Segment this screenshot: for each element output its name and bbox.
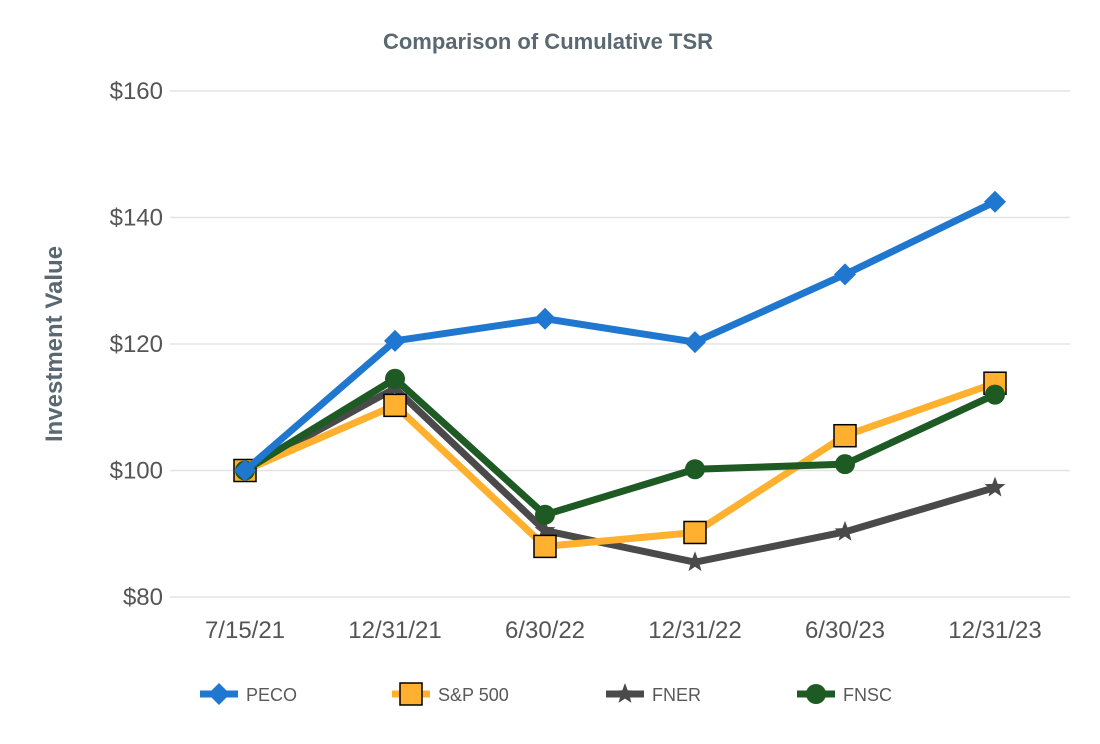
legend-marker — [399, 682, 423, 706]
data-point — [383, 393, 407, 418]
data-point — [985, 384, 1005, 405]
data-point — [685, 459, 705, 480]
data-point — [384, 329, 406, 352]
data-point — [683, 520, 707, 545]
x-tick-label: 6/30/23 — [805, 617, 885, 644]
x-tick-label: 12/31/22 — [648, 617, 741, 644]
data-point — [984, 190, 1006, 213]
x-tick-label: 7/15/21 — [205, 617, 285, 644]
series-line — [241, 384, 999, 566]
series — [233, 190, 1007, 572]
data-point — [535, 504, 555, 525]
y-tick-label: $160 — [110, 78, 163, 105]
series-peco — [234, 190, 1006, 482]
data-point — [834, 520, 856, 541]
x-tick-labels: 7/15/21 12/31/21 6/30/22 12/31/22 6/30/23 12/… — [205, 617, 1042, 644]
x-tick-label: 12/31/21 — [348, 617, 441, 644]
series-s-p-500 — [233, 371, 1007, 559]
series-line — [241, 379, 999, 550]
x-tick-label: 12/31/23 — [948, 617, 1041, 644]
y-axis-label: Investment Value — [41, 246, 68, 442]
y-tick-label: $100 — [110, 458, 163, 485]
legend-label: PECO — [246, 685, 297, 705]
legend-marker — [614, 683, 636, 703]
data-point — [533, 534, 557, 559]
legend-label: FNSC — [843, 685, 892, 705]
legend: PECO S&P 500 FNER FNSC — [200, 682, 892, 706]
legend-item: FNSC — [797, 684, 892, 705]
data-point — [684, 331, 706, 354]
y-tick-label: $80 — [123, 584, 163, 611]
legend-item: S&P 500 — [392, 682, 509, 706]
legend-label: FNER — [652, 685, 701, 705]
data-point — [534, 519, 556, 540]
data-point — [833, 423, 857, 448]
gridlines — [170, 90, 1070, 598]
data-point — [835, 454, 855, 475]
legend-item: PECO — [200, 683, 297, 705]
legend-item: FNER — [606, 683, 701, 705]
data-point — [385, 368, 405, 389]
legend-marker — [806, 684, 826, 704]
x-tick-label: 6/30/22 — [505, 617, 585, 644]
series-fnsc — [235, 368, 1005, 525]
data-point — [984, 476, 1006, 497]
series-line — [241, 198, 999, 474]
y-tick-labels: $80 $100 $120 $140 $160 — [110, 78, 163, 611]
data-point — [234, 459, 256, 482]
chart-title: Comparison of Cumulative TSR — [383, 29, 713, 54]
legend-marker — [208, 683, 230, 705]
y-tick-label: $140 — [110, 205, 163, 232]
series-line — [241, 375, 999, 519]
data-point — [684, 551, 706, 572]
data-point — [534, 307, 556, 330]
data-point — [834, 263, 856, 286]
legend-label: S&P 500 — [438, 685, 509, 705]
y-tick-label: $120 — [110, 331, 163, 358]
